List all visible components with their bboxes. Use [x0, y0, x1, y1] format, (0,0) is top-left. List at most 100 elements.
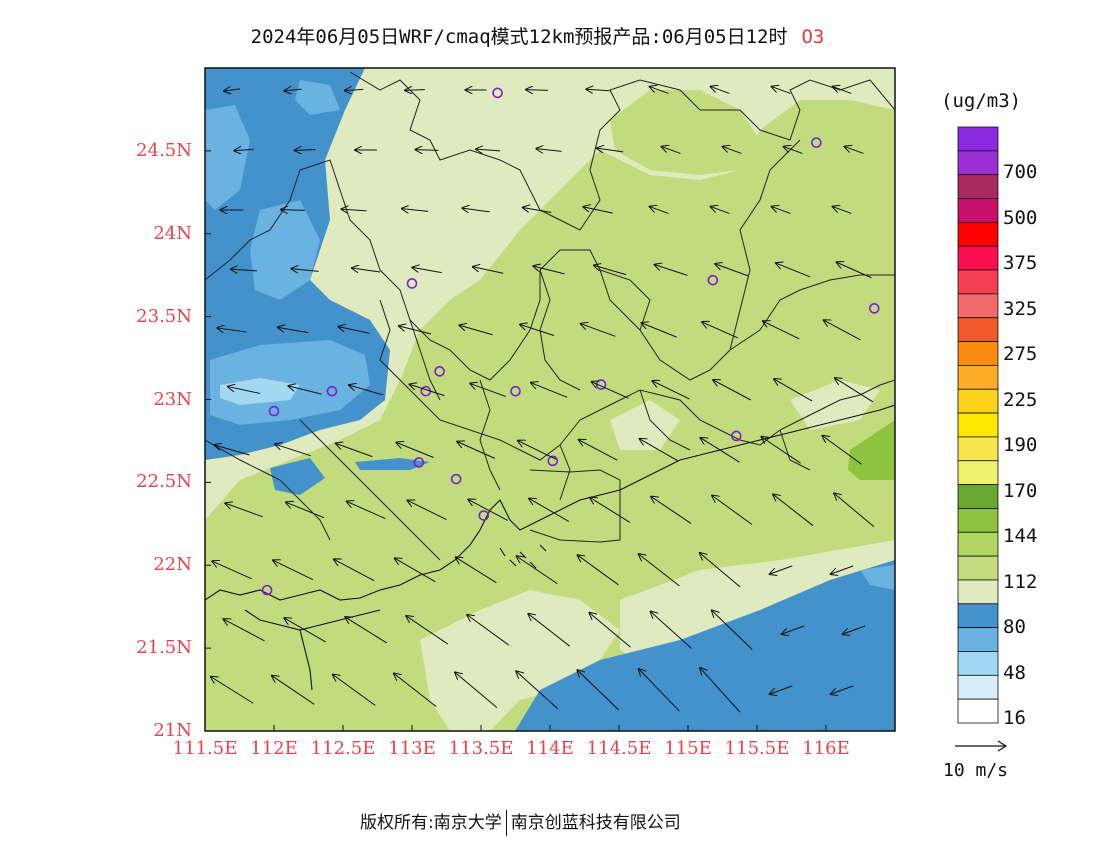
lat-label: 24N — [153, 222, 192, 244]
lon-label: 114E — [526, 738, 574, 759]
station-marker — [492, 87, 503, 99]
monitoring-stations — [261, 87, 880, 596]
station-marker — [478, 510, 490, 521]
colorbar-swatch — [957, 484, 999, 509]
wind-arrow — [224, 89, 240, 91]
station-marker — [707, 274, 719, 286]
station-marker — [547, 455, 559, 467]
wind-arrow — [334, 559, 375, 582]
wind-arrow — [784, 147, 803, 154]
station-marker — [868, 303, 880, 314]
lon-label: 115E — [664, 738, 712, 759]
wind-arrow — [651, 497, 692, 524]
wind-arrow — [395, 558, 436, 583]
wind-arrow — [412, 267, 442, 274]
wind-arrow — [723, 147, 742, 154]
wind-arrow — [526, 90, 549, 91]
station-marker — [434, 366, 445, 377]
colorbar-swatch — [957, 174, 999, 199]
admin-boundaries — [205, 71, 895, 561]
wind-arrow — [281, 210, 306, 211]
wind-arrow — [523, 207, 552, 213]
lon-label: 113E — [388, 738, 436, 759]
colorbar-swatch — [957, 627, 999, 652]
wind-arrow — [467, 615, 510, 646]
colorbar-label: 275 — [1003, 343, 1038, 366]
wind-arrow — [457, 442, 496, 459]
wind-arrow — [586, 89, 610, 91]
wind-arrow — [833, 87, 852, 94]
map-title: 2024年06月05日WRF/cmaq模式12km预报产品:06月05日12时 O… — [0, 22, 1075, 49]
lat-label: 23N — [153, 388, 192, 410]
wind-arrow — [774, 379, 813, 402]
wind-arrow — [410, 384, 445, 397]
wind-arrow — [295, 150, 316, 151]
wind-arrow — [776, 263, 811, 278]
wind-arrow — [594, 265, 627, 276]
colorbar-label: 48 — [1003, 661, 1026, 684]
wind-arrow — [592, 382, 629, 399]
wind-arrow — [831, 685, 854, 694]
colorbar-swatch — [957, 388, 999, 414]
colorbar-swatch — [957, 698, 999, 724]
wind-arrow — [529, 499, 570, 522]
station-marker — [326, 385, 338, 397]
wind-arrow — [536, 149, 562, 152]
wind-arrow — [284, 89, 302, 91]
wind-arrow — [275, 444, 312, 457]
wind-arrow — [700, 668, 741, 713]
colorbar-swatch — [957, 198, 999, 223]
wind-arrow — [470, 384, 506, 397]
lat-label: 22.5N — [136, 471, 192, 493]
wind-arrow — [711, 87, 730, 94]
colorbar-label: 190 — [1003, 434, 1038, 457]
wind-arrow — [640, 439, 679, 462]
colorbar-label: 700 — [1003, 161, 1038, 184]
wind-arrow — [770, 565, 793, 574]
wind-arrow — [773, 494, 814, 526]
colorbar-label: 80 — [1003, 616, 1026, 639]
colorbar-swatch — [957, 341, 999, 366]
wind-arrow — [711, 207, 730, 214]
station-marker — [730, 430, 742, 442]
wind-arrow — [234, 149, 254, 150]
wind-arrow — [459, 325, 493, 336]
wind-arrow — [462, 208, 490, 212]
wind-arrow — [700, 438, 740, 463]
wind-arrow — [520, 324, 555, 336]
wind-arrow — [223, 619, 265, 642]
wind-arrow — [211, 677, 254, 704]
lat-label: 24.5N — [136, 139, 192, 161]
wind-arrow — [702, 322, 739, 339]
wind-arrow — [583, 207, 613, 214]
wind-arrow — [517, 556, 558, 585]
colorbar-swatch — [957, 317, 999, 342]
axis-ticks — [204, 150, 827, 732]
wind-arrow — [641, 323, 677, 338]
station-marker — [406, 278, 418, 289]
wind-arrow — [217, 328, 247, 332]
wind-arrow — [528, 614, 571, 647]
wind-arrow — [455, 672, 498, 708]
colorbar-swatch — [957, 293, 999, 319]
wind-arrow — [231, 269, 258, 271]
wind-arrow — [406, 616, 449, 645]
wind-arrow — [284, 618, 326, 643]
wind-arrow — [578, 555, 619, 586]
wind-arrow — [579, 440, 618, 461]
wind-arrow — [655, 265, 688, 276]
wind-arrow — [278, 327, 309, 334]
station-marker — [510, 385, 521, 397]
wind-arrow — [824, 320, 861, 341]
wind-arrow — [834, 493, 875, 528]
reference-vector-arrow — [955, 740, 1008, 752]
lon-label: 115.5E — [724, 738, 790, 759]
wind-arrow — [516, 671, 559, 710]
wind-arrow — [288, 386, 322, 395]
colorbar-swatch — [957, 555, 999, 581]
colorbar-label: 16 — [1003, 707, 1026, 730]
o3-concentration-field — [205, 68, 895, 731]
wind-arrow — [772, 207, 791, 214]
copyright-left: 版权所有:南京大学 — [360, 813, 502, 833]
wind-arrow — [782, 625, 805, 634]
